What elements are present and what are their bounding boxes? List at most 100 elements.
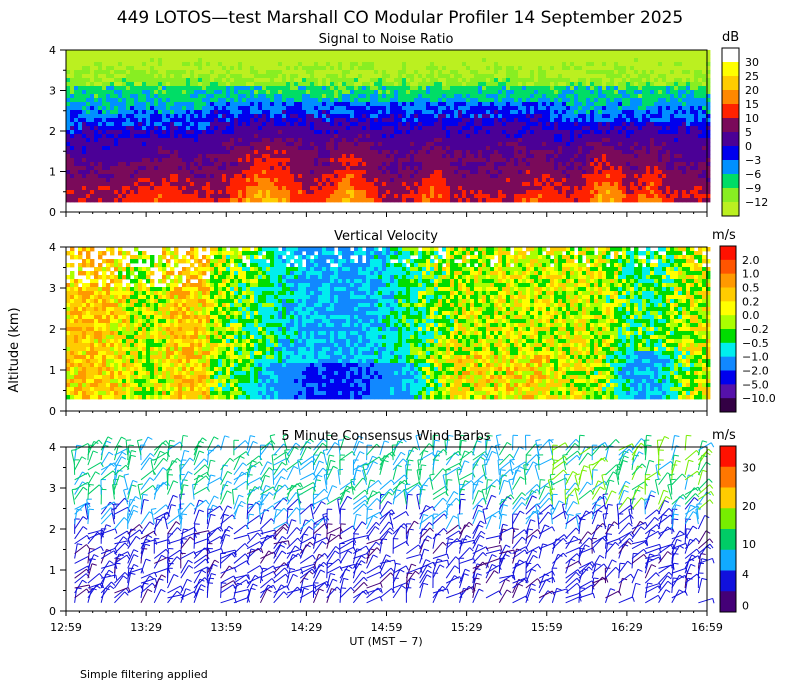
heatmap-cell xyxy=(542,130,547,135)
heatmap-cell xyxy=(310,162,315,167)
heatmap-cell xyxy=(258,174,263,179)
heatmap-cell xyxy=(114,102,119,107)
heatmap-cell xyxy=(554,122,559,127)
heatmap-cell xyxy=(194,110,199,115)
heatmap-cell xyxy=(478,58,483,63)
heatmap-cell xyxy=(158,154,163,159)
heatmap-cell xyxy=(246,138,251,143)
heatmap-cell xyxy=(514,58,519,63)
heatmap-cell xyxy=(226,82,231,87)
heatmap-cell xyxy=(506,106,511,111)
heatmap-cell xyxy=(322,190,327,195)
heatmap-cell xyxy=(566,186,571,191)
heatmap-cell xyxy=(202,158,207,163)
heatmap-cell xyxy=(262,190,267,195)
heatmap-cell xyxy=(146,86,151,91)
heatmap-cell xyxy=(98,170,103,175)
heatmap-cell xyxy=(210,78,215,83)
heatmap-cell xyxy=(262,70,267,75)
heatmap-cell xyxy=(130,102,135,107)
heatmap-cell xyxy=(418,86,423,91)
heatmap-cell xyxy=(298,114,303,119)
heatmap-cell xyxy=(398,146,403,151)
heatmap-cell xyxy=(110,54,115,59)
heatmap-cell xyxy=(418,94,423,99)
heatmap-cell xyxy=(178,134,183,139)
heatmap-cell xyxy=(574,198,579,203)
heatmap-cell xyxy=(466,110,471,115)
heatmap-cell xyxy=(318,194,323,199)
heatmap-cell xyxy=(422,50,427,55)
heatmap-cell xyxy=(518,86,523,91)
heatmap-cell xyxy=(538,190,543,195)
heatmap-cell xyxy=(154,62,159,67)
heatmap-cell xyxy=(238,58,243,63)
heatmap-cell xyxy=(66,178,71,183)
heatmap-cell xyxy=(494,142,499,147)
heatmap-cell xyxy=(150,150,155,155)
heatmap-cell xyxy=(522,174,527,179)
heatmap-cell xyxy=(374,62,379,67)
heatmap-cell xyxy=(506,154,511,159)
heatmap-cell xyxy=(322,146,327,151)
heatmap-cell xyxy=(502,162,507,167)
heatmap-cell xyxy=(374,190,379,195)
heatmap-cell xyxy=(554,146,559,151)
heatmap-cell xyxy=(430,118,435,123)
heatmap-cell xyxy=(230,154,235,159)
heatmap-cell xyxy=(322,158,327,163)
heatmap-cell xyxy=(222,94,227,99)
heatmap-cell xyxy=(282,146,287,151)
heatmap-cell xyxy=(154,74,159,79)
heatmap-cell xyxy=(458,110,463,115)
heatmap-cell xyxy=(458,58,463,63)
heatmap-cell xyxy=(342,78,347,83)
heatmap-cell xyxy=(254,126,259,131)
heatmap-cell xyxy=(282,102,287,107)
heatmap-cell xyxy=(486,186,491,191)
heatmap-cell xyxy=(426,138,431,143)
heatmap-cell xyxy=(282,134,287,139)
heatmap-cell xyxy=(366,154,371,159)
heatmap-cell xyxy=(102,54,107,59)
heatmap-cell xyxy=(278,78,283,83)
heatmap-cell xyxy=(334,62,339,67)
heatmap-cell xyxy=(554,66,559,71)
heatmap-cell xyxy=(470,118,475,123)
heatmap-cell xyxy=(198,82,203,87)
heatmap-cell xyxy=(474,114,479,119)
heatmap-cell xyxy=(210,94,215,99)
heatmap-cell xyxy=(502,110,507,115)
heatmap-cell xyxy=(258,58,263,63)
heatmap-cell xyxy=(462,190,467,195)
heatmap-cell xyxy=(414,146,419,151)
heatmap-cell xyxy=(510,138,515,143)
heatmap-cell xyxy=(430,54,435,59)
heatmap-cell xyxy=(514,90,519,95)
heatmap-cell xyxy=(134,198,139,203)
heatmap-cell xyxy=(534,62,539,67)
heatmap-cell xyxy=(462,142,467,147)
heatmap-cell xyxy=(418,194,423,199)
heatmap-cell xyxy=(546,122,551,127)
heatmap-cell xyxy=(326,130,331,135)
heatmap-cell xyxy=(538,86,543,91)
heatmap-cell xyxy=(330,134,335,139)
heatmap-cell xyxy=(250,74,255,79)
heatmap-cell xyxy=(334,198,339,203)
heatmap-cell xyxy=(414,162,419,167)
heatmap-cell xyxy=(362,146,367,151)
heatmap-cell xyxy=(262,130,267,135)
heatmap-cell xyxy=(98,74,103,79)
heatmap-cell xyxy=(562,58,567,63)
heatmap-cell xyxy=(418,126,423,131)
heatmap-cell xyxy=(574,190,579,195)
heatmap-cell xyxy=(282,90,287,95)
heatmap-cell xyxy=(418,110,423,115)
heatmap-cell xyxy=(102,130,107,135)
heatmap-cell xyxy=(338,158,343,163)
heatmap-cell xyxy=(114,158,119,163)
heatmap-cell xyxy=(106,82,111,87)
heatmap-cell xyxy=(446,118,451,123)
heatmap-cell xyxy=(286,150,291,155)
